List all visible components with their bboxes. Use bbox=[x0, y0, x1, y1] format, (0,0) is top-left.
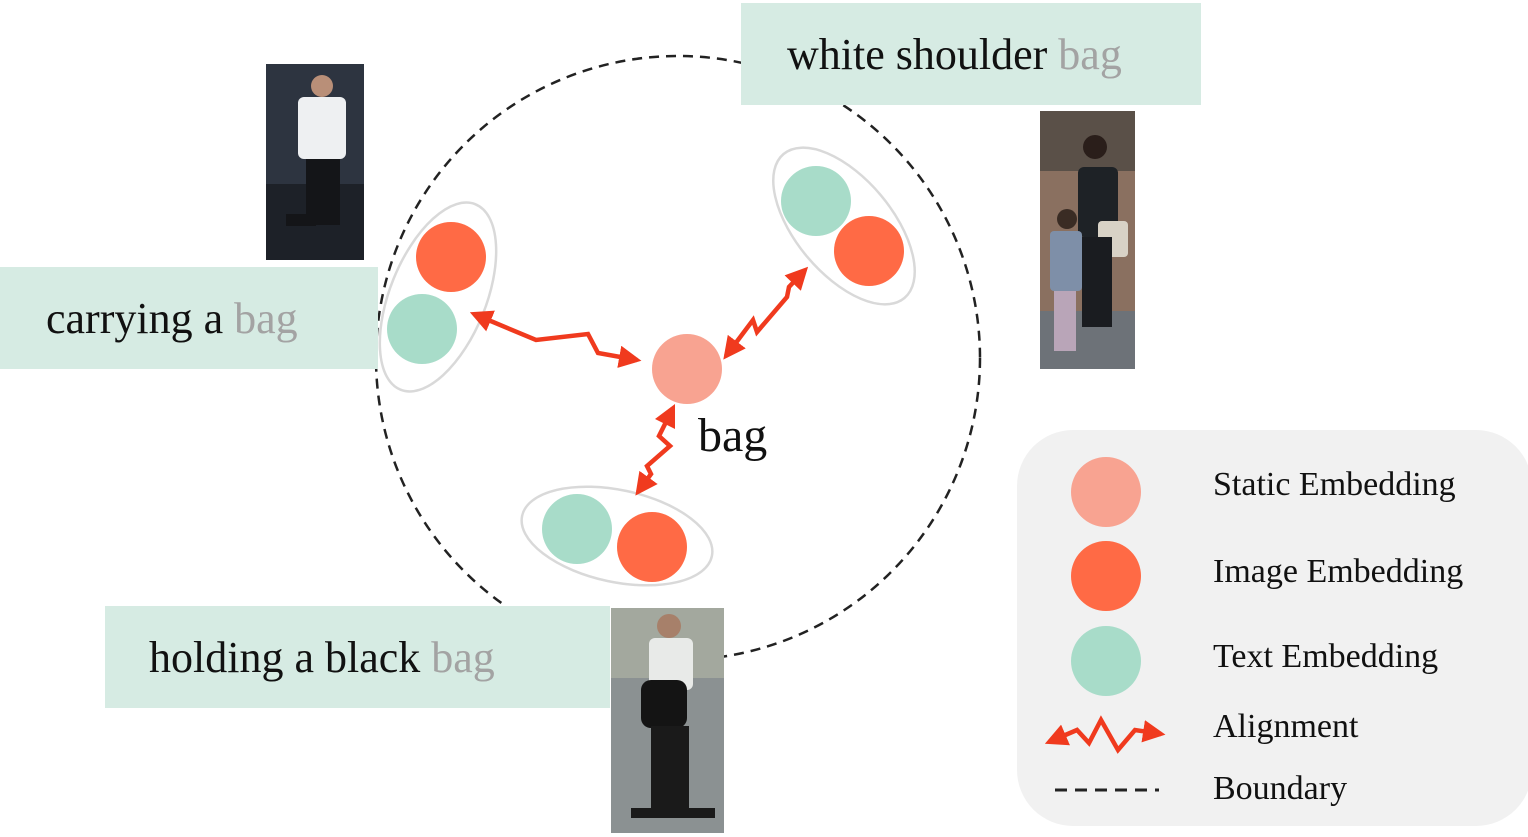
static-embedding-center bbox=[652, 334, 722, 404]
legend-panel: Static Embedding Image Embedding Text Em… bbox=[1017, 430, 1528, 826]
legend-text-swatch bbox=[1071, 626, 1141, 696]
pair-ellipse-bottom bbox=[520, 485, 714, 587]
person-photo-holding-black-bag bbox=[611, 608, 724, 833]
label-holding-a-black-bag: holding a black bag bbox=[105, 606, 610, 708]
legend-boundary-label: Boundary bbox=[1213, 770, 1348, 807]
label-shoulder-prefix: white shoulder bbox=[787, 29, 1059, 79]
pair-ellipse-left bbox=[378, 201, 498, 393]
alignment-arrow-left bbox=[469, 310, 642, 368]
alignment-arrow-bottom bbox=[635, 403, 676, 496]
boundary-circle bbox=[374, 54, 982, 662]
center-word-bag: bag bbox=[698, 409, 768, 462]
pair-ellipse-right bbox=[772, 146, 916, 306]
text-embedding-bottom bbox=[542, 494, 612, 564]
image-embedding-left bbox=[416, 222, 486, 292]
label-white-shoulder-bag: white shoulder bag bbox=[741, 3, 1201, 105]
legend-alignment-label: Alignment bbox=[1213, 708, 1359, 745]
person-photo-woman-child bbox=[1040, 111, 1135, 369]
label-holding-prefix: holding a black bbox=[149, 632, 432, 682]
label-carrying-a-bag: carrying a bag bbox=[0, 267, 378, 369]
label-shoulder-word: bag bbox=[1058, 29, 1122, 79]
alignment-arrow-right bbox=[723, 266, 809, 360]
legend-static-swatch bbox=[1071, 457, 1141, 527]
label-holding-word: bag bbox=[431, 632, 495, 682]
legend-image-swatch bbox=[1071, 541, 1141, 611]
person-photo-white-shirt bbox=[266, 64, 364, 260]
text-embedding-left bbox=[387, 294, 457, 364]
image-embedding-right bbox=[834, 216, 904, 286]
legend-static-label: Static Embedding bbox=[1213, 466, 1456, 503]
label-carrying-prefix: carrying a bbox=[46, 293, 235, 343]
legend-image-label: Image Embedding bbox=[1213, 553, 1464, 590]
label-carrying-word: bag bbox=[234, 293, 298, 343]
legend-alignment-swatch bbox=[1044, 715, 1166, 754]
legend-text-label: Text Embedding bbox=[1213, 638, 1439, 675]
image-embedding-bottom bbox=[617, 512, 687, 582]
text-embedding-right bbox=[781, 166, 851, 236]
